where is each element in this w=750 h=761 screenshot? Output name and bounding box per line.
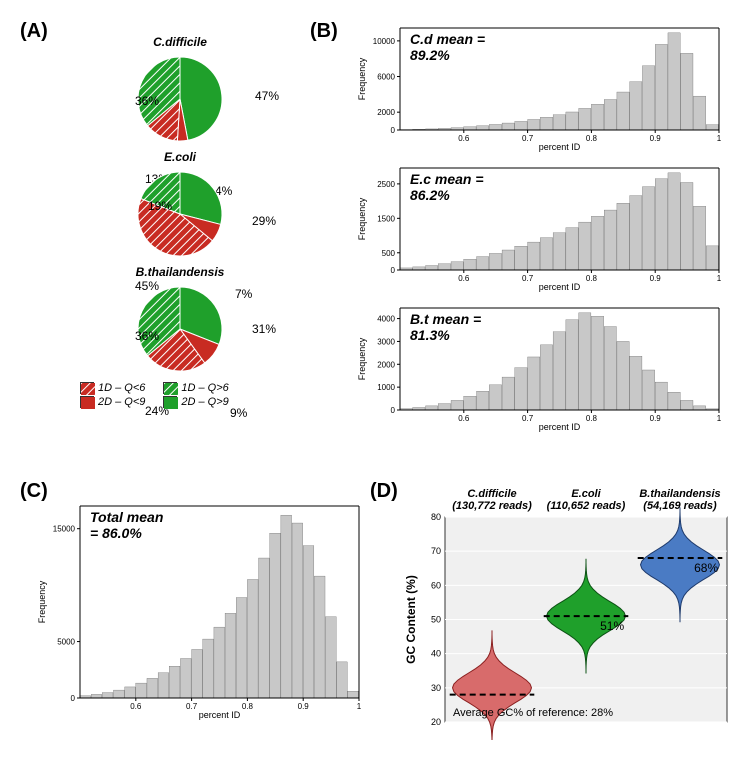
svg-text:1: 1 [717, 414, 722, 423]
panel-label-b: (B) [310, 20, 338, 43]
svg-text:B.thailandensis: B.thailandensis [639, 488, 720, 500]
svg-text:0: 0 [391, 126, 396, 135]
svg-text:2000: 2000 [377, 108, 395, 117]
svg-text:(110,652 reads): (110,652 reads) [547, 500, 626, 512]
svg-text:5000: 5000 [57, 638, 75, 647]
svg-text:0: 0 [71, 694, 76, 703]
svg-text:0.6: 0.6 [458, 414, 470, 423]
pie-1: E.coli29%7%45%19% [100, 150, 260, 269]
svg-text:0.9: 0.9 [650, 134, 662, 143]
panel-label-a: (A) [20, 20, 48, 43]
svg-text:0.7: 0.7 [522, 274, 534, 283]
svg-text:0.9: 0.9 [298, 702, 310, 711]
svg-text:0: 0 [391, 266, 396, 275]
pie-title-1: E.coli [100, 150, 260, 164]
svg-text:0.8: 0.8 [242, 702, 254, 711]
svg-text:89.2%: 89.2% [410, 47, 450, 63]
svg-text:20: 20 [431, 717, 441, 727]
svg-text:3000: 3000 [377, 337, 395, 346]
violin-panel: 20304050607080GC Content (%)C.difficile(… [405, 485, 735, 745]
svg-text:1000: 1000 [377, 383, 395, 392]
pie-2-pct-3: 36% [135, 329, 159, 343]
svg-text:1500: 1500 [377, 214, 395, 223]
legend-item-0: 1D – Q<6 [80, 382, 145, 394]
svg-text:(130,772 reads): (130,772 reads) [452, 500, 532, 512]
svg-text:6000: 6000 [377, 73, 395, 82]
svg-text:60: 60 [431, 580, 441, 590]
svg-text:Frequency: Frequency [357, 197, 367, 240]
svg-text:percent ID: percent ID [539, 422, 581, 432]
svg-text:C.d mean =: C.d mean = [410, 31, 485, 47]
svg-text:percent ID: percent ID [199, 710, 241, 720]
svg-text:4000: 4000 [377, 315, 395, 324]
svg-text:percent ID: percent ID [539, 142, 581, 152]
svg-text:= 86.0%: = 86.0% [90, 525, 142, 541]
pie-title-0: C.difficile [100, 35, 260, 49]
panel-label-d: (D) [370, 480, 398, 503]
legend: 1D – Q<6 1D – Q>6 2D – Q<9 2D – Q>9 [80, 382, 229, 408]
hist-b-0: Frequency 0 2000 6000 10000 0.6 0.7 0.8 0.9 1 perc… [355, 22, 725, 152]
svg-text:1: 1 [357, 702, 362, 711]
pie-0-pct-0: 47% [255, 89, 279, 103]
pie-2: B.thailandensis31%9%24%36% [100, 265, 260, 384]
legend-item-2: 2D – Q<9 [80, 396, 145, 408]
svg-text:2000: 2000 [377, 360, 395, 369]
svg-text:40: 40 [431, 649, 441, 659]
pie-2-pct-1: 9% [230, 406, 247, 420]
svg-text:1: 1 [717, 274, 722, 283]
svg-text:GC Content (%): GC Content (%) [405, 575, 418, 664]
svg-text:E.c mean =: E.c mean = [410, 171, 484, 187]
svg-text:Total mean: Total mean [90, 509, 163, 525]
svg-text:E.coli: E.coli [571, 488, 601, 500]
svg-text:B.t mean =: B.t mean = [410, 311, 481, 327]
svg-text:0.8: 0.8 [586, 274, 598, 283]
hist-b-1: Frequency 0 500 1500 2500 0.6 0.7 0.8 0.9 1 percen… [355, 162, 725, 292]
svg-text:68%: 68% [694, 561, 718, 575]
svg-text:0: 0 [391, 406, 396, 415]
svg-text:0.9: 0.9 [650, 274, 662, 283]
svg-text:1: 1 [717, 134, 722, 143]
svg-text:Average GC% of reference: 28%: Average GC% of reference: 28% [453, 707, 613, 719]
svg-text:0.8: 0.8 [586, 134, 598, 143]
svg-text:(54,169 reads): (54,169 reads) [643, 500, 717, 512]
svg-text:30: 30 [431, 683, 441, 693]
svg-text:0.7: 0.7 [522, 414, 534, 423]
svg-text:0.9: 0.9 [650, 414, 662, 423]
svg-text:Frequency: Frequency [357, 57, 367, 100]
svg-text:80: 80 [431, 512, 441, 522]
svg-text:70: 70 [431, 546, 441, 556]
pie-title-2: B.thailandensis [100, 265, 260, 279]
svg-text:0.6: 0.6 [458, 134, 470, 143]
svg-text:0.6: 0.6 [458, 274, 470, 283]
svg-text:Frequency: Frequency [357, 337, 367, 380]
svg-text:81.3%: 81.3% [410, 327, 450, 343]
svg-text:Frequency: Frequency [37, 580, 47, 623]
pie-1-pct-0: 29% [252, 214, 276, 228]
legend-item-3: 2D – Q>9 [163, 396, 228, 408]
svg-text:15000: 15000 [53, 525, 76, 534]
pie-0: C.difficile47%4%13%36% [100, 35, 260, 154]
hist-b-2: Frequency 0 1000 2000 3000 4000 0.6 0.7 0.8 0.9 1 p… [355, 302, 725, 432]
svg-text:0.6: 0.6 [130, 702, 142, 711]
svg-text:10000: 10000 [373, 37, 396, 46]
pie-2-pct-0: 31% [252, 322, 276, 336]
pie-1-pct-3: 19% [148, 199, 172, 213]
pie-0-pct-3: 36% [135, 94, 159, 108]
svg-text:percent ID: percent ID [539, 282, 581, 292]
svg-text:2500: 2500 [377, 180, 395, 189]
hist-c: Frequency 0 5000 15000 0.6 0.7 0.8 0.9 1 percent … [35, 500, 365, 720]
svg-text:51%: 51% [600, 619, 624, 633]
svg-text:C.difficile: C.difficile [467, 488, 516, 500]
svg-text:50: 50 [431, 615, 441, 625]
svg-text:0.7: 0.7 [522, 134, 534, 143]
svg-text:86.2%: 86.2% [410, 187, 450, 203]
svg-text:500: 500 [382, 249, 396, 258]
svg-text:0.8: 0.8 [586, 414, 598, 423]
svg-text:0.7: 0.7 [186, 702, 198, 711]
legend-item-1: 1D – Q>6 [163, 382, 228, 394]
